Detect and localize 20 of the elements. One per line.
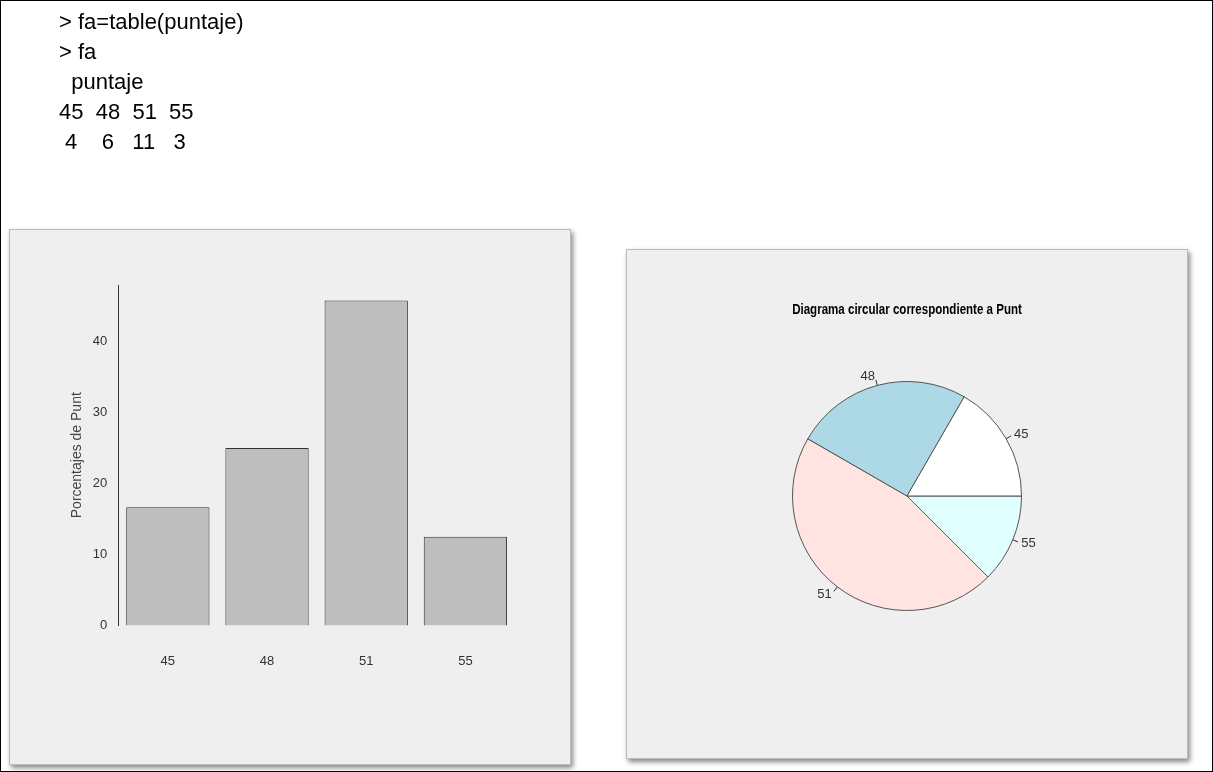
x-tick-label: 55	[458, 652, 473, 668]
text: 45 48 51 55	[59, 98, 195, 126]
y-tick-label: 20	[92, 475, 108, 491]
x-tick-label: 48	[259, 652, 275, 668]
chart-title: Diagrama circular correspondiente a Punt	[792, 300, 1023, 318]
y-tick-label: 30	[92, 404, 108, 420]
x-tick-label: 45	[160, 652, 176, 668]
x-tick-label: 51	[358, 652, 374, 668]
slice-label: 51	[817, 585, 832, 601]
slice-label: 48	[860, 368, 875, 384]
y-tick-label: 10	[92, 546, 108, 562]
y-tick-label: 40	[92, 333, 108, 349]
slice-label: 55	[1021, 534, 1036, 550]
y-tick-label: 0	[100, 616, 108, 632]
y-axis-title: Porcentajes de Punt	[68, 392, 85, 519]
text: puntaje	[70, 68, 145, 96]
slice-label: 45	[1014, 425, 1029, 441]
text: 4 6 11 3	[64, 128, 187, 156]
text: > fa	[59, 38, 98, 66]
text: > fa=table(puntaje)	[59, 8, 244, 36]
